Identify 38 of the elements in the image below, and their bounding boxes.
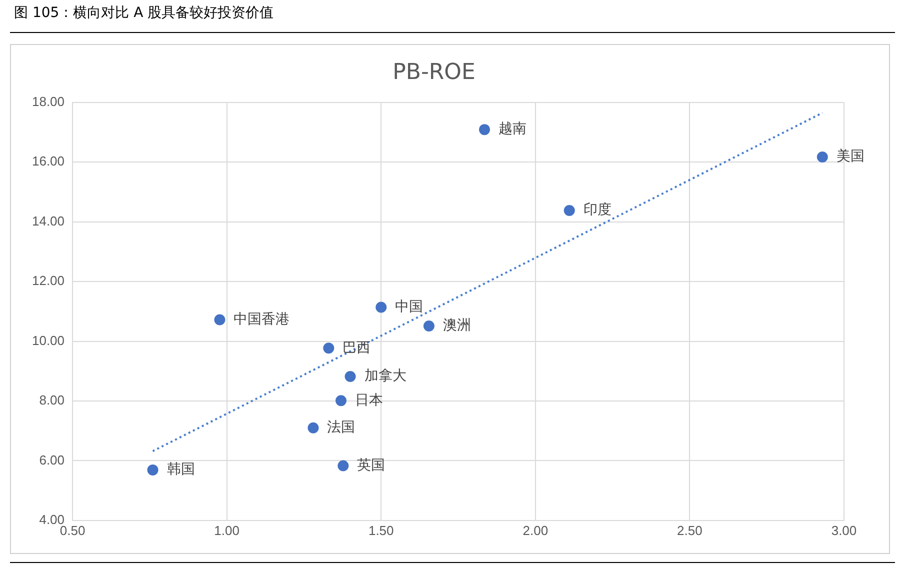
- point: [214, 314, 226, 326]
- point: [564, 204, 575, 216]
- point: [423, 320, 434, 332]
- annotation: 法国: [327, 419, 356, 436]
- x-tick-label: 2.00: [522, 522, 548, 538]
- y-tick-label: 6.00: [39, 452, 65, 468]
- x-tick-label: 1.50: [368, 522, 394, 538]
- chart-title: PB-ROE: [392, 60, 476, 85]
- y-tick-label: 18.00: [32, 94, 65, 109]
- caption: 图 105：横向对比 A 股具备较好投资价值: [14, 4, 274, 22]
- x-tick-label: 3.00: [831, 522, 857, 538]
- annotation: 英国: [357, 457, 386, 474]
- annotation: 美国: [836, 148, 864, 165]
- point: [323, 342, 334, 354]
- annotation: 韩国: [166, 462, 195, 478]
- annotation: 印度: [583, 202, 612, 218]
- annotation: 巴西: [342, 340, 371, 356]
- point: [816, 152, 828, 163]
- x-tick-label: 2.50: [677, 522, 702, 538]
- annotation: 越南: [498, 121, 526, 138]
- point: [308, 422, 319, 434]
- y-tick-label: 12.00: [32, 273, 65, 288]
- annotation: 日本: [355, 392, 384, 408]
- point: [147, 464, 158, 476]
- point: [478, 124, 490, 136]
- annotation: 中国香港: [234, 311, 290, 328]
- point: [336, 395, 347, 406]
- point: [376, 302, 387, 313]
- y-tick-label: 10.00: [32, 332, 65, 348]
- annotation: 加拿大: [364, 368, 406, 384]
- point: [344, 370, 356, 382]
- y-tick-label: 14.00: [32, 213, 65, 228]
- x-tick-label: 1.00: [214, 522, 240, 538]
- annotation: 中国: [395, 298, 424, 315]
- annotation: 澳洲: [442, 318, 471, 334]
- point: [338, 460, 349, 472]
- y-tick-label: 16.00: [32, 154, 65, 169]
- y-tick-label: 8.00: [39, 392, 65, 408]
